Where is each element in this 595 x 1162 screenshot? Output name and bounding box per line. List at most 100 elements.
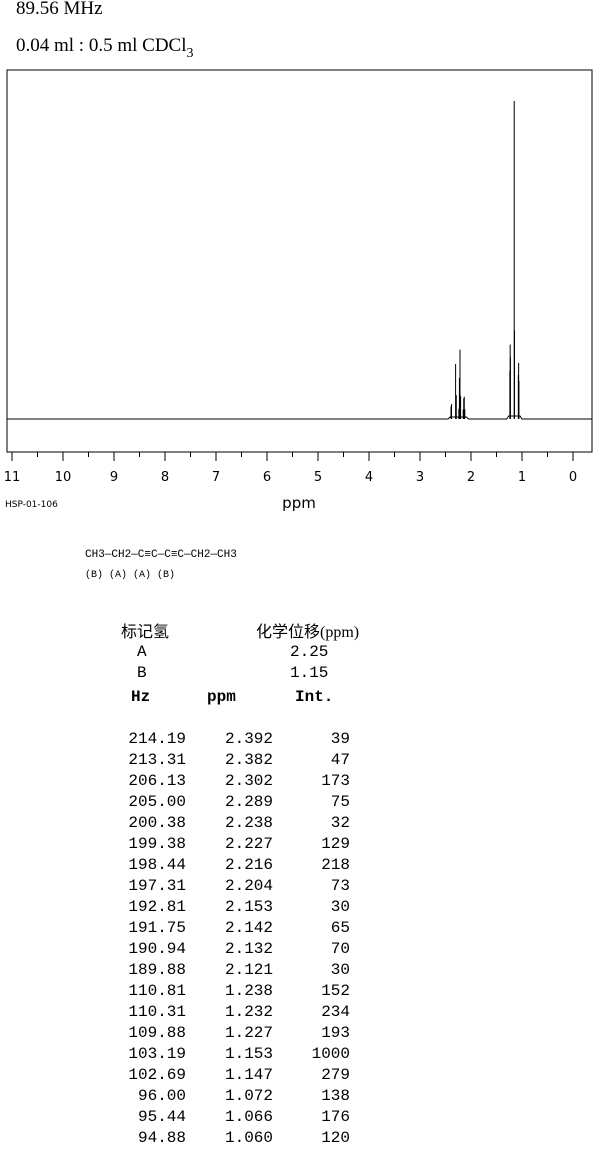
peak-ppm-cell: 2.382 xyxy=(224,751,273,769)
peak-hz-cell: 190.94 xyxy=(128,940,186,958)
peak-int-cell: 47 xyxy=(330,751,350,769)
peak-hz-cell: 95.44 xyxy=(137,1108,186,1126)
table-row: 103.19 1.153 1000 xyxy=(114,1044,350,1065)
peak-int-cell: 32 xyxy=(330,814,350,832)
peak-hz-cell: 110.31 xyxy=(128,1003,186,1021)
x-axis-minor-ticks xyxy=(37,452,548,457)
peak-hz-cell: 197.31 xyxy=(128,877,186,895)
solvent-text: 0.04 ml : 0.5 ml CDCl xyxy=(16,35,187,56)
plot-frame xyxy=(6,69,593,453)
spectrum-code: HSP-01-106 xyxy=(5,500,58,510)
sample-solvent: 0.04 ml : 0.5 ml CDCl3 xyxy=(16,35,194,62)
peak-ppm-cell: 2.289 xyxy=(224,793,273,811)
nmr-spectrum-chart: 11 10 9 8 7 6 5 4 3 2 1 0 ppm xyxy=(4,69,593,512)
peak-ppm-cell: 2.216 xyxy=(224,856,273,874)
assignment-label-b: B xyxy=(137,664,147,682)
peak-table-header-hz: Hz xyxy=(131,688,151,706)
x-tick-label: 7 xyxy=(212,470,220,485)
peak-hz-cell: 206.13 xyxy=(128,772,186,790)
peak-table-header-ppm: ppm xyxy=(207,688,236,706)
peak-int-cell: 279 xyxy=(321,1066,350,1084)
peak-hz-cell: 109.88 xyxy=(128,1024,186,1042)
peak-ppm-cell: 1.060 xyxy=(224,1129,273,1147)
table-row: 110.31 1.232 234 xyxy=(114,1002,350,1023)
table-row: 197.31 2.204 73 xyxy=(114,876,350,897)
x-axis-label: ppm xyxy=(282,494,316,512)
peak-int-cell: 30 xyxy=(330,961,350,979)
peak-hz-cell: 96.00 xyxy=(137,1087,186,1105)
peak-hz-cell: 103.19 xyxy=(128,1045,186,1063)
peak-int-cell: 138 xyxy=(321,1087,350,1105)
x-tick-label: 8 xyxy=(161,470,169,485)
peak-hz-cell: 189.88 xyxy=(128,961,186,979)
table-row: 198.44 2.216 218 xyxy=(114,855,350,876)
peak-hz-cell: 214.19 xyxy=(128,730,186,748)
table-row: 95.44 1.066 176 xyxy=(114,1107,350,1128)
peak-int-cell: 73 xyxy=(330,877,350,895)
peak-ppm-cell: 2.238 xyxy=(224,814,273,832)
peak-ppm-cell: 1.227 xyxy=(224,1024,273,1042)
peak-ppm-cell: 2.142 xyxy=(224,919,273,937)
peak-ppm-cell: 2.204 xyxy=(224,877,273,895)
peak-int-cell: 234 xyxy=(321,1003,350,1021)
peak-int-cell: 176 xyxy=(321,1108,350,1126)
table-row: 205.00 2.289 75 xyxy=(114,792,350,813)
x-tick-label: 10 xyxy=(55,470,72,485)
peak-hz-cell: 205.00 xyxy=(128,793,186,811)
x-tick-label: 0 xyxy=(569,470,577,485)
table-row: 206.13 2.302 173 xyxy=(114,771,350,792)
peak-int-cell: 193 xyxy=(321,1024,350,1042)
assignment-shift-b: 1.15 xyxy=(290,664,329,682)
table-row: 94.88 1.060 120 xyxy=(114,1128,350,1149)
x-axis-tick-labels: 11 10 9 8 7 6 5 4 3 2 1 0 xyxy=(4,470,577,485)
peak-hz-cell: 199.38 xyxy=(128,835,186,853)
peak-int-cell: 65 xyxy=(330,919,350,937)
spectrometer-frequency: 89.56 MHz xyxy=(16,0,103,19)
peak-hz-cell: 94.88 xyxy=(137,1129,186,1147)
peak-ppm-cell: 1.153 xyxy=(224,1045,273,1063)
peak-ppm-cell: 1.066 xyxy=(224,1108,273,1126)
x-tick-label: 6 xyxy=(263,470,271,485)
structure-formula: CH3—CH2—C≡C—C≡C—CH2—CH3 xyxy=(85,549,237,561)
assignment-label-a: A xyxy=(137,643,147,661)
peak-ppm-cell: 1.072 xyxy=(224,1087,273,1105)
assignment-header-hydrogen: 标记氢 xyxy=(121,624,170,641)
peak-int-cell: 75 xyxy=(330,793,350,811)
table-row: 192.81 2.153 30 xyxy=(114,897,350,918)
table-row: 190.94 2.132 70 xyxy=(114,939,350,960)
x-tick-label: 11 xyxy=(4,470,21,485)
assignment-header-shift: 化学位移(ppm) xyxy=(256,624,360,641)
peak-ppm-cell: 2.153 xyxy=(224,898,273,916)
peak-ppm-cell: 2.132 xyxy=(224,940,273,958)
x-tick-label: 4 xyxy=(365,470,373,485)
table-row: 102.69 1.147 279 xyxy=(114,1065,350,1086)
peak-ppm-cell: 2.392 xyxy=(224,730,273,748)
peak-table-header-int: Int. xyxy=(295,688,334,706)
peak-table: 214.19 2.392 39 213.31 2.382 47 206.13 2.302 173… xyxy=(114,729,350,1149)
peak-int-cell: 30 xyxy=(330,898,350,916)
table-row: 199.38 2.227 129 xyxy=(114,834,350,855)
peak-ppm-cell: 1.232 xyxy=(224,1003,273,1021)
table-row: 191.75 2.142 65 xyxy=(114,918,350,939)
peak-ppm-cell: 2.121 xyxy=(224,961,273,979)
peak-int-cell: 218 xyxy=(321,856,350,874)
table-row: 189.88 2.121 30 xyxy=(114,960,350,981)
peak-int-cell: 129 xyxy=(321,835,350,853)
peak-hz-cell: 191.75 xyxy=(128,919,186,937)
table-row: 214.19 2.392 39 xyxy=(114,729,350,750)
peak-hz-cell: 200.38 xyxy=(128,814,186,832)
peak-int-cell: 70 xyxy=(330,940,350,958)
x-tick-label: 1 xyxy=(518,470,526,485)
x-tick-label: 3 xyxy=(416,470,424,485)
table-row: 109.88 1.227 193 xyxy=(114,1023,350,1044)
peak-hz-cell: 192.81 xyxy=(128,898,186,916)
structure-hydrogen-labels: (B) (A) (A) (B) xyxy=(85,570,176,581)
peak-int-cell: 173 xyxy=(321,772,350,790)
peak-ppm-cell: 1.238 xyxy=(224,982,273,1000)
peak-int-cell: 39 xyxy=(330,730,350,748)
assignment-shift-a: 2.25 xyxy=(290,643,329,661)
peak-int-cell: 152 xyxy=(321,982,350,1000)
peak-ppm-cell: 2.227 xyxy=(224,835,273,853)
solvent-subscript: 3 xyxy=(186,46,194,61)
table-row: 96.00 1.072 138 xyxy=(114,1086,350,1107)
